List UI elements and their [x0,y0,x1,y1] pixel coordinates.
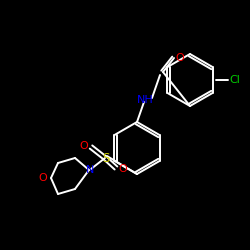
Text: O: O [119,164,128,174]
Text: O: O [80,141,88,151]
Text: N: N [86,165,94,175]
Text: O: O [38,173,48,183]
Text: S: S [102,152,110,164]
Text: Cl: Cl [230,75,240,85]
Text: NH: NH [136,95,154,105]
Text: O: O [176,53,184,63]
